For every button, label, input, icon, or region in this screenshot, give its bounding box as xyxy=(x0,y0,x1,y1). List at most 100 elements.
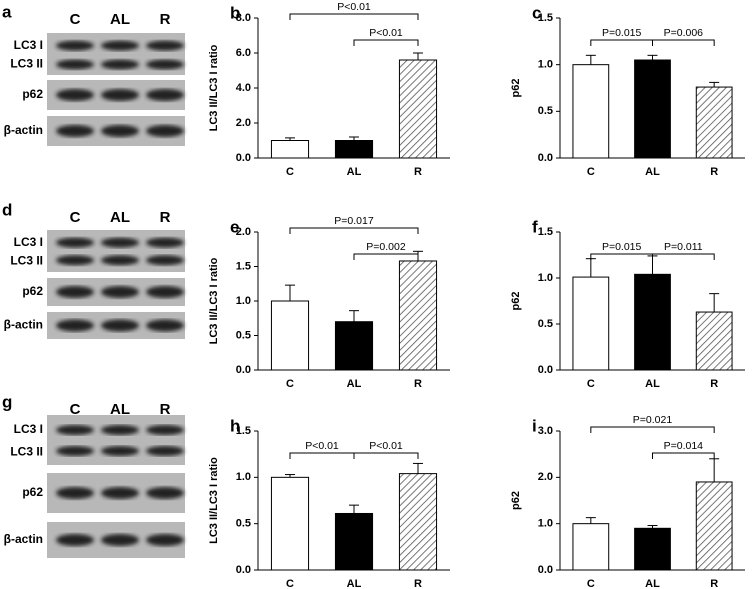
p-value: P=0.017 xyxy=(334,215,374,227)
blot-band xyxy=(56,446,94,456)
x-tick-label: R xyxy=(710,166,718,178)
y-tick-label: 0.0 xyxy=(236,564,251,576)
row-label: LC3 I xyxy=(14,38,43,52)
row-label: LC3 I xyxy=(14,235,43,249)
blot-band xyxy=(56,255,94,266)
x-tick-label: C xyxy=(587,166,595,178)
blot-band xyxy=(101,89,139,101)
blot-band xyxy=(101,487,139,499)
lane-label: R xyxy=(160,209,171,226)
bar-chart: f p62 0.0 0.5 1.0 1.5 C AL R P=0.015 P=0.011 xyxy=(510,217,745,390)
panel-letter: h xyxy=(230,416,240,435)
blot-band xyxy=(146,319,184,332)
row-label: p62 xyxy=(22,87,43,101)
p-value: P<0.01 xyxy=(305,440,339,452)
lane-label: AL xyxy=(110,401,130,418)
y-tick-label: 1.5 xyxy=(538,12,553,24)
blot-band xyxy=(101,425,139,435)
x-tick-label: R xyxy=(710,378,718,390)
row-label: β-actin xyxy=(4,123,43,137)
blot-band xyxy=(56,487,94,499)
bar xyxy=(334,321,374,371)
blot-band xyxy=(146,446,184,456)
blot-band xyxy=(146,89,184,101)
y-tick-label: 8.0 xyxy=(236,12,251,24)
blot-band xyxy=(101,534,139,546)
significance-bracket xyxy=(353,39,419,46)
p-value: P=0.014 xyxy=(664,440,704,452)
blot-band xyxy=(146,40,184,51)
y-axis-label: LC3 II/LC3 I ratio xyxy=(208,257,220,344)
lane-label: R xyxy=(160,401,171,418)
blot-band xyxy=(146,487,184,499)
blot-band xyxy=(101,59,139,70)
x-tick-label: AL xyxy=(347,166,362,178)
p-value: P=0.021 xyxy=(633,414,673,426)
blot-band xyxy=(56,40,94,51)
blot-band xyxy=(146,237,184,248)
bar xyxy=(634,59,671,159)
blot-band xyxy=(101,286,139,298)
p-value: P<0.01 xyxy=(369,440,403,452)
blot-band xyxy=(146,286,184,298)
panel-letter: g xyxy=(2,392,12,411)
x-tick-label: R xyxy=(414,378,422,390)
row-label: LC3 II xyxy=(10,445,43,459)
y-tick-label: 6.0 xyxy=(236,47,251,59)
y-tick-label: 0.0 xyxy=(538,564,553,576)
y-tick-label: 2.0 xyxy=(236,117,251,129)
lane-label: C xyxy=(70,401,81,418)
blot-band xyxy=(56,534,94,546)
bar xyxy=(270,300,310,371)
blot-band xyxy=(101,237,139,248)
bar xyxy=(572,64,610,159)
bar xyxy=(634,273,671,371)
panel-letter: f xyxy=(532,217,538,236)
significance-bracket xyxy=(590,253,653,260)
blot-band xyxy=(101,125,139,137)
p-value: P=0.015 xyxy=(602,27,642,39)
significance-bracket xyxy=(652,253,715,260)
x-tick-label: R xyxy=(414,166,422,178)
bar xyxy=(398,473,438,571)
significance-bracket xyxy=(289,452,355,459)
bar xyxy=(270,476,310,571)
blot-band xyxy=(146,255,184,266)
p-value: P=0.015 xyxy=(602,241,642,253)
blot-band xyxy=(56,425,94,435)
panel-letter: e xyxy=(230,217,239,236)
x-tick-label: AL xyxy=(645,578,660,589)
row-label: β-actin xyxy=(4,532,43,546)
bar xyxy=(695,311,733,371)
x-tick-label: R xyxy=(710,578,718,589)
x-tick-label: AL xyxy=(347,378,362,390)
lane-label: C xyxy=(70,11,81,28)
bar-chart: e LC3 II/LC3 I ratio 0.0 0.5 1.0 1.5 2.0 C AL R P=… xyxy=(208,215,450,390)
y-tick-label: 1.0 xyxy=(538,518,553,530)
panel-letter: d xyxy=(2,200,12,219)
blot-band xyxy=(146,534,184,546)
blot xyxy=(47,230,185,272)
significance-bracket xyxy=(652,452,715,459)
y-axis-label: p62 xyxy=(510,79,522,98)
row-label: LC3 II xyxy=(10,254,43,268)
y-tick-label: 1.0 xyxy=(538,272,553,284)
y-axis-label: LC3 II/LC3 I ratio xyxy=(208,44,220,131)
x-tick-label: C xyxy=(587,578,595,589)
bar xyxy=(634,527,671,571)
bar xyxy=(398,59,438,159)
lane-label: AL xyxy=(110,11,130,28)
bar xyxy=(334,140,374,159)
y-tick-label: 4.0 xyxy=(236,82,251,94)
blot-band xyxy=(56,319,94,332)
y-tick-label: 0.0 xyxy=(236,152,251,164)
p-value: P=0.002 xyxy=(366,241,406,253)
x-tick-label: C xyxy=(286,378,294,390)
significance-bracket xyxy=(652,39,715,46)
blot-band xyxy=(56,89,94,101)
y-tick-label: 2.0 xyxy=(236,226,251,238)
y-axis-label: p62 xyxy=(510,292,522,311)
y-tick-label: 0.0 xyxy=(538,364,553,376)
row-label: p62 xyxy=(22,485,43,499)
panel-letter: b xyxy=(230,3,240,22)
